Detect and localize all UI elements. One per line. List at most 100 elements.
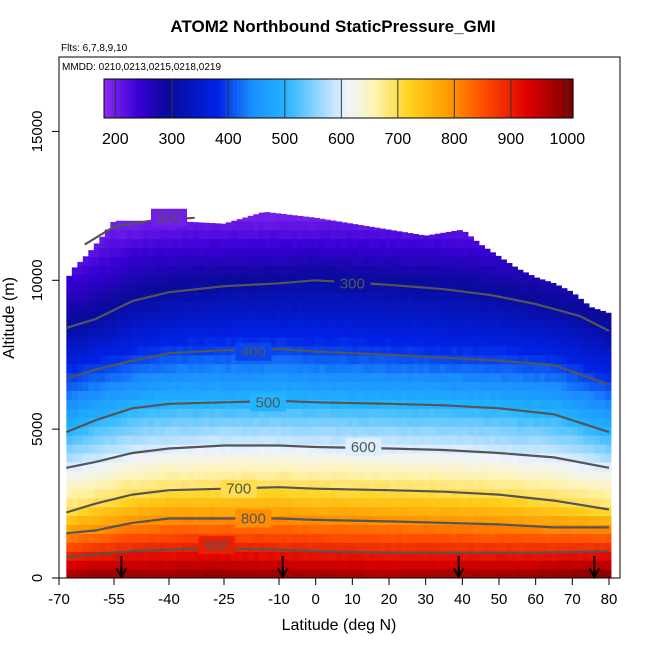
heatmap-cell bbox=[473, 336, 480, 347]
heatmap-cell bbox=[462, 301, 469, 311]
heatmap-cell bbox=[66, 479, 73, 490]
heatmap-cell bbox=[335, 426, 342, 436]
heatmap-cell bbox=[467, 497, 474, 508]
heatmap-cell bbox=[121, 417, 128, 427]
heatmap-cell bbox=[594, 309, 601, 311]
heatmap-cell bbox=[451, 318, 458, 329]
heatmap-cell bbox=[412, 408, 419, 418]
heatmap-cell bbox=[462, 533, 469, 543]
heatmap-cell bbox=[506, 399, 513, 409]
heatmap-cell bbox=[148, 381, 155, 392]
heatmap-cell bbox=[445, 247, 452, 258]
heatmap-cell bbox=[198, 381, 205, 392]
heatmap-cell bbox=[165, 265, 172, 275]
heatmap-cell bbox=[110, 408, 117, 418]
heatmap-cell bbox=[572, 318, 579, 329]
heatmap-cell bbox=[82, 461, 89, 472]
heatmap-cell bbox=[324, 247, 331, 258]
heatmap-cell bbox=[269, 265, 276, 275]
heatmap-cell bbox=[269, 310, 276, 320]
heatmap-cell bbox=[110, 488, 117, 499]
heatmap-cell bbox=[110, 479, 117, 490]
heatmap-cell bbox=[187, 461, 194, 472]
heatmap-cell bbox=[434, 408, 441, 418]
heatmap-cell bbox=[165, 345, 172, 356]
heatmap-cell bbox=[456, 551, 463, 561]
heatmap-cell bbox=[352, 301, 359, 311]
heatmap-cell bbox=[533, 533, 540, 543]
heatmap-cell bbox=[319, 569, 326, 578]
heatmap-cell bbox=[412, 542, 419, 552]
heatmap-cell bbox=[506, 461, 513, 472]
heatmap-cell bbox=[583, 381, 590, 392]
colorbar-segment bbox=[350, 79, 355, 118]
heatmap-cell bbox=[159, 292, 166, 302]
heatmap-cell bbox=[77, 399, 84, 409]
heatmap-cell bbox=[253, 569, 260, 578]
colorbar-segment bbox=[307, 79, 312, 118]
heatmap-cell bbox=[506, 569, 513, 578]
heatmap-cell bbox=[313, 390, 320, 400]
heatmap-cell bbox=[583, 551, 590, 561]
heatmap-cell bbox=[93, 488, 100, 499]
heatmap-cell bbox=[258, 229, 265, 240]
colorbar-segment bbox=[557, 79, 562, 118]
heatmap-cell bbox=[192, 479, 199, 490]
heatmap-cell bbox=[247, 229, 254, 240]
heatmap-cell bbox=[297, 426, 304, 436]
heatmap-cell bbox=[115, 283, 122, 293]
heatmap-cell bbox=[264, 327, 271, 338]
heatmap-cell bbox=[115, 426, 122, 436]
heatmap-cell bbox=[82, 363, 89, 374]
heatmap-cell bbox=[500, 569, 507, 578]
heatmap-cell bbox=[445, 372, 452, 383]
heatmap-cell bbox=[440, 247, 447, 258]
heatmap-cell bbox=[137, 444, 144, 454]
heatmap-cell bbox=[176, 363, 183, 374]
heatmap-cell bbox=[451, 533, 458, 543]
heatmap-cell bbox=[115, 336, 122, 347]
heatmap-cell bbox=[330, 560, 337, 570]
heatmap-cell bbox=[214, 408, 221, 418]
heatmap-cell bbox=[71, 327, 78, 338]
heatmap-cell bbox=[192, 515, 199, 526]
heatmap-cell bbox=[385, 408, 392, 418]
heatmap-cell bbox=[82, 336, 89, 347]
heatmap-cell bbox=[357, 318, 364, 329]
contour-label-bg bbox=[235, 509, 272, 528]
heatmap-cell bbox=[363, 292, 370, 302]
heatmap-cell bbox=[544, 533, 551, 543]
heatmap-cell bbox=[385, 390, 392, 400]
heatmap-cell bbox=[148, 470, 155, 481]
heatmap-cell bbox=[154, 470, 161, 481]
heatmap-cell bbox=[533, 470, 540, 481]
heatmap-cell bbox=[401, 542, 408, 552]
heatmap-cell bbox=[440, 524, 447, 534]
colorbar-segment bbox=[561, 79, 566, 118]
heatmap-cell bbox=[429, 390, 436, 400]
heatmap-cell bbox=[71, 560, 78, 570]
heatmap-cell bbox=[533, 542, 540, 552]
heatmap-cell bbox=[418, 301, 425, 311]
heatmap-cell bbox=[467, 301, 474, 311]
heatmap-cell bbox=[247, 372, 254, 383]
heatmap-cell bbox=[440, 426, 447, 436]
heatmap-cell bbox=[528, 470, 535, 481]
heatmap-cell bbox=[401, 524, 408, 534]
heatmap-cell bbox=[99, 408, 106, 418]
heatmap-cell bbox=[489, 372, 496, 383]
heatmap-cell bbox=[407, 345, 414, 356]
heatmap-cell bbox=[280, 220, 287, 231]
heatmap-cell bbox=[511, 435, 518, 445]
heatmap-cell bbox=[550, 417, 557, 427]
heatmap-cell bbox=[363, 229, 370, 240]
heatmap-cell bbox=[346, 363, 353, 374]
heatmap-cell bbox=[220, 524, 227, 534]
heatmap-cell bbox=[99, 399, 106, 409]
heatmap-cell bbox=[291, 497, 298, 508]
heatmap-cell bbox=[539, 542, 546, 552]
heatmap-cell bbox=[385, 256, 392, 266]
heatmap-cell bbox=[341, 435, 348, 445]
heatmap-cell bbox=[286, 336, 293, 347]
heatmap-cell bbox=[154, 426, 161, 436]
